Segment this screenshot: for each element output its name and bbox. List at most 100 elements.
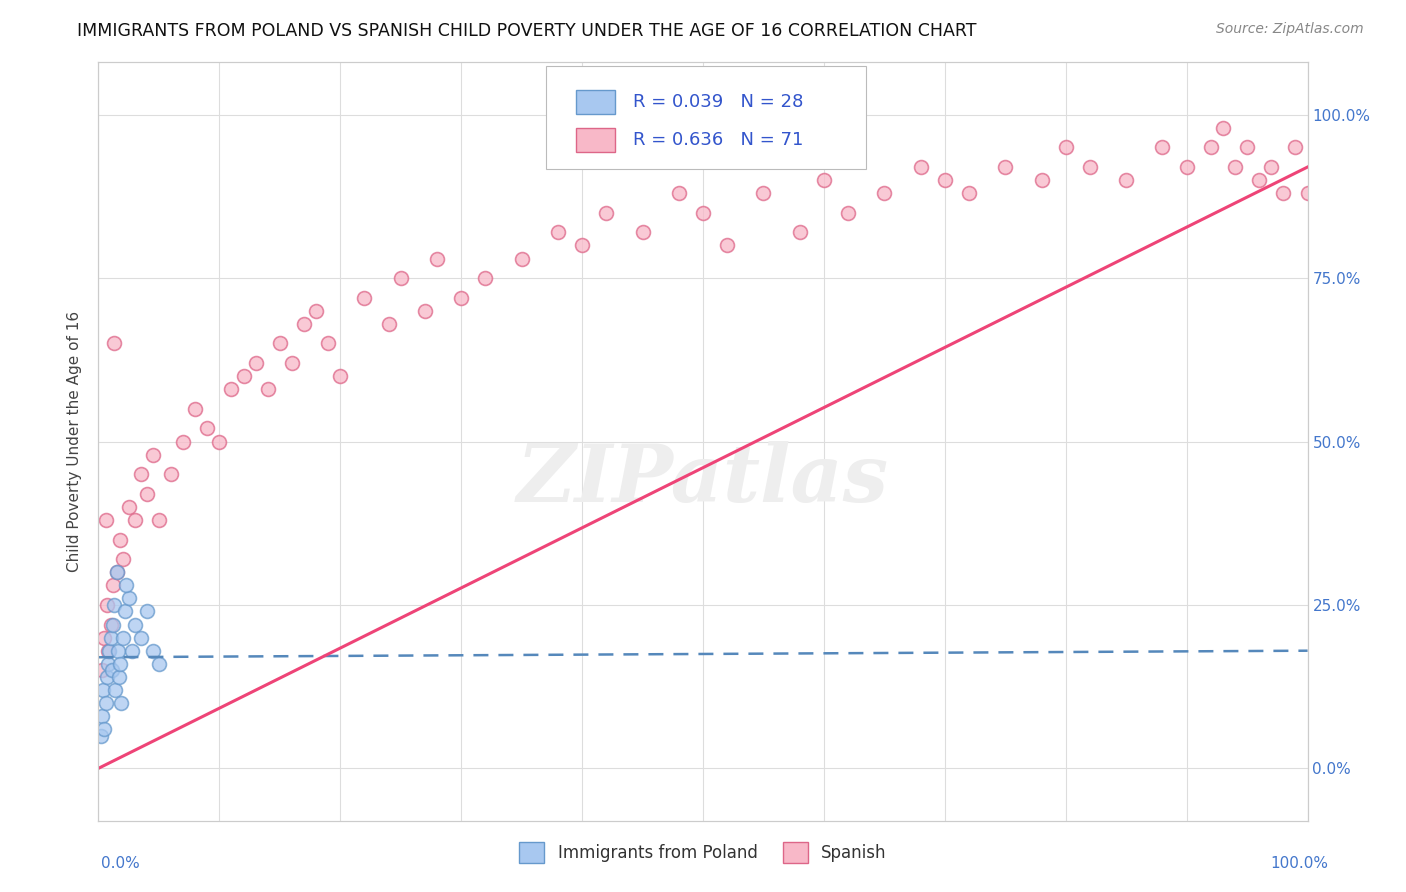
Point	[135, 487, 157, 501]
Point	[1152, 140, 1174, 154]
Point	[148, 513, 170, 527]
Point	[1272, 186, 1295, 201]
Point	[115, 578, 138, 592]
Point	[148, 657, 170, 671]
Text: R = 0.039   N = 28: R = 0.039 N = 28	[633, 93, 803, 111]
Point	[813, 173, 835, 187]
Point	[1199, 140, 1222, 154]
Point	[910, 160, 932, 174]
Point	[305, 303, 328, 318]
Text: 0.0%: 0.0%	[101, 856, 141, 871]
Point	[96, 670, 118, 684]
Point	[108, 533, 131, 547]
Point	[510, 252, 533, 266]
Point	[1078, 160, 1101, 174]
Point	[245, 356, 267, 370]
Point	[547, 226, 569, 240]
Point	[426, 252, 449, 266]
Point	[114, 605, 136, 619]
Point	[474, 271, 496, 285]
Point	[101, 617, 124, 632]
Point	[142, 643, 165, 657]
Point	[571, 238, 593, 252]
Point	[104, 682, 127, 697]
FancyBboxPatch shape	[576, 128, 614, 152]
Point	[1223, 160, 1246, 174]
Point	[292, 317, 315, 331]
Point	[413, 303, 436, 318]
Point	[1031, 173, 1053, 187]
Point	[90, 729, 112, 743]
Point	[110, 696, 132, 710]
Point	[1249, 173, 1271, 187]
Point	[1115, 173, 1137, 187]
Point	[111, 631, 134, 645]
Point	[97, 643, 120, 657]
Point	[105, 566, 128, 580]
Point	[957, 186, 980, 201]
Point	[103, 336, 125, 351]
Point	[93, 722, 115, 736]
Point	[668, 186, 690, 201]
Legend: Immigrants from Poland, Spanish: Immigrants from Poland, Spanish	[513, 836, 893, 869]
Y-axis label: Child Poverty Under the Age of 16: Child Poverty Under the Age of 16	[67, 311, 83, 572]
Point	[98, 643, 121, 657]
Point	[1260, 160, 1282, 174]
Point	[184, 401, 207, 416]
Point	[160, 467, 183, 482]
Point	[934, 173, 956, 187]
Point	[108, 657, 131, 671]
Point	[101, 578, 124, 592]
Point	[100, 617, 122, 632]
Point	[91, 709, 114, 723]
Point	[873, 186, 896, 201]
Point	[450, 291, 472, 305]
Point	[96, 598, 118, 612]
Point	[142, 448, 165, 462]
Point	[389, 271, 412, 285]
Point	[837, 206, 859, 220]
Point	[135, 605, 157, 619]
Point	[1284, 140, 1306, 154]
Point	[221, 382, 243, 396]
Point	[1054, 140, 1077, 154]
Point	[107, 643, 129, 657]
Point	[118, 591, 141, 606]
Point	[121, 643, 143, 657]
Point	[195, 421, 218, 435]
Point	[281, 356, 304, 370]
Point	[129, 467, 152, 482]
Point	[100, 631, 122, 645]
Point	[595, 206, 617, 220]
Point	[1236, 140, 1258, 154]
Point	[97, 657, 120, 671]
Text: 100.0%: 100.0%	[1271, 856, 1329, 871]
Point	[94, 696, 117, 710]
Point	[752, 186, 775, 201]
Point	[105, 566, 128, 580]
Point	[256, 382, 278, 396]
Point	[316, 336, 339, 351]
Point	[93, 631, 115, 645]
Point	[269, 336, 291, 351]
Point	[129, 631, 152, 645]
Point	[692, 206, 714, 220]
Point	[124, 513, 146, 527]
Point	[1296, 186, 1319, 201]
Point	[103, 598, 125, 612]
Text: ZIPatlas: ZIPatlas	[517, 441, 889, 518]
Point	[124, 617, 146, 632]
Point	[108, 670, 131, 684]
Text: IMMIGRANTS FROM POLAND VS SPANISH CHILD POVERTY UNDER THE AGE OF 16 CORRELATION : IMMIGRANTS FROM POLAND VS SPANISH CHILD …	[77, 22, 977, 40]
Point	[232, 369, 254, 384]
Text: R = 0.636   N = 71: R = 0.636 N = 71	[633, 131, 803, 149]
Point	[91, 663, 114, 677]
Point	[118, 500, 141, 514]
Point	[91, 682, 114, 697]
Point	[353, 291, 375, 305]
Point	[789, 226, 811, 240]
Point	[1212, 120, 1234, 135]
Point	[1175, 160, 1198, 174]
Point	[172, 434, 194, 449]
Point	[208, 434, 231, 449]
